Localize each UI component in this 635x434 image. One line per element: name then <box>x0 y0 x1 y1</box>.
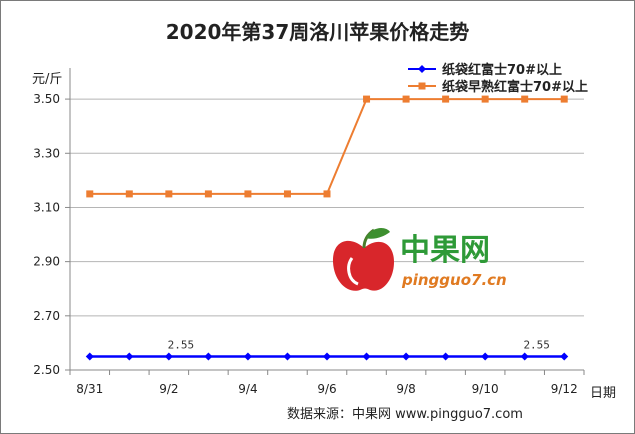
data-point <box>164 352 173 361</box>
legend-label-1: 纸袋早熟红富士70#以上 <box>442 79 588 95</box>
data-point <box>560 95 568 103</box>
series-layer <box>85 95 569 361</box>
y-tick-label: 3.30 <box>33 146 60 160</box>
data-point <box>283 352 292 361</box>
data-point <box>481 95 489 103</box>
data-label: 2.55 <box>523 338 550 351</box>
data-point <box>125 190 133 198</box>
legend-marker-1 <box>418 82 426 90</box>
data-point <box>204 352 213 361</box>
y-tick-label: 2.90 <box>33 255 60 269</box>
legend-item-1: 纸袋早熟红富士70#以上 <box>408 79 588 95</box>
apple-logo-icon <box>332 228 394 291</box>
data-point <box>243 352 252 361</box>
y-tick-label: 3.10 <box>33 200 60 214</box>
data-point <box>560 352 569 361</box>
data-point <box>86 190 94 198</box>
data-source-note: 数据来源：中果网 www.pingguo7.com <box>287 407 523 422</box>
data-point <box>402 352 411 361</box>
x-tick-label: 9/10 <box>472 382 499 396</box>
data-point <box>204 190 212 198</box>
data-point <box>363 95 371 103</box>
watermark-name: 中果网 <box>400 233 490 268</box>
data-point <box>442 95 450 103</box>
data-point <box>481 352 490 361</box>
x-tick-label: 9/4 <box>238 382 257 396</box>
x-tick-label: 9/2 <box>159 382 178 396</box>
axes: 2.50 2.70 2.90 3.10 3.30 3.50 8/31 9/2 9/4 9/6 9/8… <box>33 68 585 396</box>
legend-marker-0 <box>418 65 426 73</box>
data-point <box>244 190 252 198</box>
data-point <box>283 190 291 198</box>
data-point <box>520 352 529 361</box>
y-axis-unit-label: 元/斤 <box>32 72 63 87</box>
legend: 纸袋红富士70#以上 纸袋早熟红富士70#以上 <box>408 62 588 95</box>
data-point <box>323 190 331 198</box>
grid-lines <box>70 98 584 317</box>
y-tick-label: 3.50 <box>33 92 60 106</box>
data-point <box>85 352 94 361</box>
x-axis-unit-label: 日期 <box>590 386 617 401</box>
legend-label-0: 纸袋红富士70#以上 <box>442 62 562 78</box>
y-tick-label: 2.70 <box>33 309 60 323</box>
data-point <box>441 352 450 361</box>
series-line-1 <box>89 98 565 195</box>
watermark-logo: 中果网 pingguo7.cn <box>332 228 507 291</box>
x-tick-label: 9/8 <box>396 382 415 396</box>
y-tick-label: 2.50 <box>33 363 60 377</box>
chart-title: 2020年第37周洛川苹果价格走势 <box>165 20 470 44</box>
data-point <box>402 95 410 103</box>
data-point <box>362 352 371 361</box>
x-tick-label: 9/12 <box>551 382 578 396</box>
legend-item-0: 纸袋红富士70#以上 <box>408 62 562 78</box>
x-tick-label: 9/6 <box>317 382 336 396</box>
data-point <box>521 95 529 103</box>
data-point <box>323 352 331 361</box>
data-label: 2.55 <box>168 338 195 351</box>
data-point <box>165 190 173 198</box>
data-labels: 2.55 2.55 <box>168 338 550 351</box>
x-tick-label: 8/31 <box>76 382 103 396</box>
watermark-url: pingguo7.cn <box>401 271 507 289</box>
data-point <box>125 352 134 361</box>
